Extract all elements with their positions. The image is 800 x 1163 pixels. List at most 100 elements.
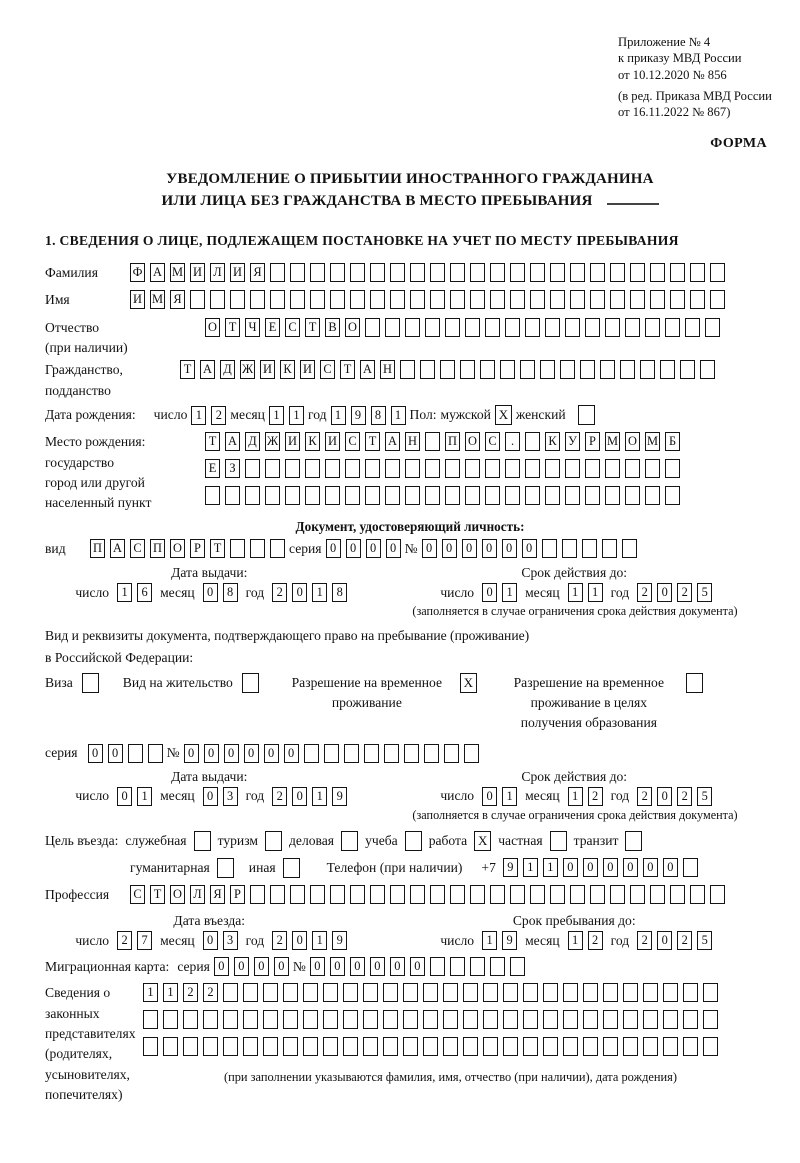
char-box[interactable]: 0 [283, 743, 299, 763]
char-box[interactable]: 1 [522, 858, 538, 878]
char-box[interactable]: М [605, 432, 620, 452]
char-box[interactable] [585, 459, 600, 479]
char-box[interactable]: И [260, 360, 275, 380]
char-box[interactable] [670, 290, 685, 310]
char-box[interactable] [405, 486, 420, 506]
char-box[interactable] [190, 290, 205, 310]
char-box[interactable]: А [225, 432, 240, 452]
char-box[interactable] [365, 459, 380, 479]
char-box[interactable]: 0 [482, 583, 498, 603]
char-box[interactable]: 2 [211, 405, 227, 425]
char-box[interactable]: 3 [222, 931, 238, 951]
char-box[interactable] [463, 743, 479, 763]
char-box[interactable]: 9 [502, 858, 518, 878]
char-box[interactable]: О [625, 432, 640, 452]
char-box[interactable] [550, 290, 565, 310]
char-box[interactable]: 0 [107, 743, 123, 763]
char-box[interactable] [525, 459, 540, 479]
char-box[interactable] [563, 983, 578, 1003]
char-box[interactable] [523, 1037, 538, 1057]
char-box[interactable] [603, 983, 618, 1003]
char-box[interactable] [610, 290, 625, 310]
char-box[interactable] [660, 360, 675, 380]
char-box[interactable]: И [230, 262, 245, 282]
char-box[interactable]: 2 [587, 786, 603, 806]
char-box[interactable]: 0 [263, 743, 279, 763]
char-box[interactable] [465, 486, 480, 506]
char-box[interactable] [570, 290, 585, 310]
char-box[interactable]: О [170, 884, 185, 904]
char-box[interactable] [425, 432, 440, 452]
char-box[interactable] [610, 884, 625, 904]
char-box[interactable] [470, 290, 485, 310]
char-box[interactable]: 1 [482, 931, 498, 951]
char-box[interactable] [243, 1037, 258, 1057]
char-box[interactable] [183, 1037, 198, 1057]
char-box[interactable]: Ф [130, 262, 145, 282]
char-box[interactable]: 1 [312, 931, 328, 951]
char-box[interactable] [423, 1010, 438, 1030]
char-box[interactable] [570, 884, 585, 904]
char-box[interactable]: 1 [567, 786, 583, 806]
char-box[interactable]: С [285, 317, 300, 337]
char-box[interactable] [703, 1010, 718, 1030]
char-box[interactable] [323, 983, 338, 1003]
char-box[interactable] [665, 459, 680, 479]
char-box[interactable] [580, 360, 595, 380]
char-box[interactable]: 0 [243, 743, 259, 763]
char-box[interactable] [463, 1037, 478, 1057]
char-box[interactable]: Е [265, 317, 280, 337]
char-box[interactable]: П [445, 432, 460, 452]
char-box[interactable] [147, 743, 163, 763]
char-box[interactable] [440, 360, 455, 380]
char-box[interactable] [290, 290, 305, 310]
char-box[interactable]: 1 [312, 583, 328, 603]
char-box[interactable] [545, 486, 560, 506]
char-box[interactable] [163, 1037, 178, 1057]
char-box[interactable] [210, 290, 225, 310]
char-box[interactable] [290, 262, 305, 282]
char-box[interactable]: 0 [657, 931, 673, 951]
char-box[interactable]: 6 [137, 583, 153, 603]
char-box[interactable]: А [385, 432, 400, 452]
char-box[interactable]: Е [205, 459, 220, 479]
char-box[interactable]: Д [220, 360, 235, 380]
char-box[interactable] [563, 1010, 578, 1030]
char-box[interactable] [445, 317, 460, 337]
char-box[interactable] [690, 884, 705, 904]
visa-checkbox[interactable] [81, 672, 99, 693]
char-box[interactable] [630, 884, 645, 904]
char-box[interactable]: 0 [223, 743, 239, 763]
char-box[interactable] [223, 983, 238, 1003]
char-box[interactable] [450, 262, 465, 282]
char-box[interactable] [605, 486, 620, 506]
char-box[interactable] [250, 539, 265, 559]
purpose-work-checkbox[interactable]: X [474, 830, 492, 851]
char-box[interactable]: М [150, 290, 165, 310]
char-box[interactable]: 0 [292, 583, 308, 603]
char-box[interactable]: 0 [329, 957, 345, 977]
char-box[interactable] [463, 1010, 478, 1030]
char-box[interactable]: Т [305, 317, 320, 337]
char-box[interactable] [561, 539, 577, 559]
char-box[interactable] [465, 459, 480, 479]
char-box[interactable] [363, 1010, 378, 1030]
char-box[interactable]: 0 [365, 539, 381, 559]
char-box[interactable] [683, 983, 698, 1003]
char-box[interactable] [383, 1010, 398, 1030]
char-box[interactable] [590, 262, 605, 282]
purpose-transit-checkbox[interactable] [625, 830, 643, 851]
char-box[interactable]: 0 [87, 743, 103, 763]
char-box[interactable] [350, 262, 365, 282]
char-box[interactable] [690, 290, 705, 310]
char-box[interactable]: 1 [191, 405, 207, 425]
char-box[interactable] [443, 1010, 458, 1030]
char-box[interactable]: К [305, 432, 320, 452]
char-box[interactable] [490, 262, 505, 282]
char-box[interactable] [400, 360, 415, 380]
char-box[interactable] [643, 983, 658, 1003]
char-box[interactable] [570, 262, 585, 282]
char-box[interactable]: 0 [501, 539, 517, 559]
char-box[interactable] [230, 539, 245, 559]
char-box[interactable] [470, 884, 485, 904]
